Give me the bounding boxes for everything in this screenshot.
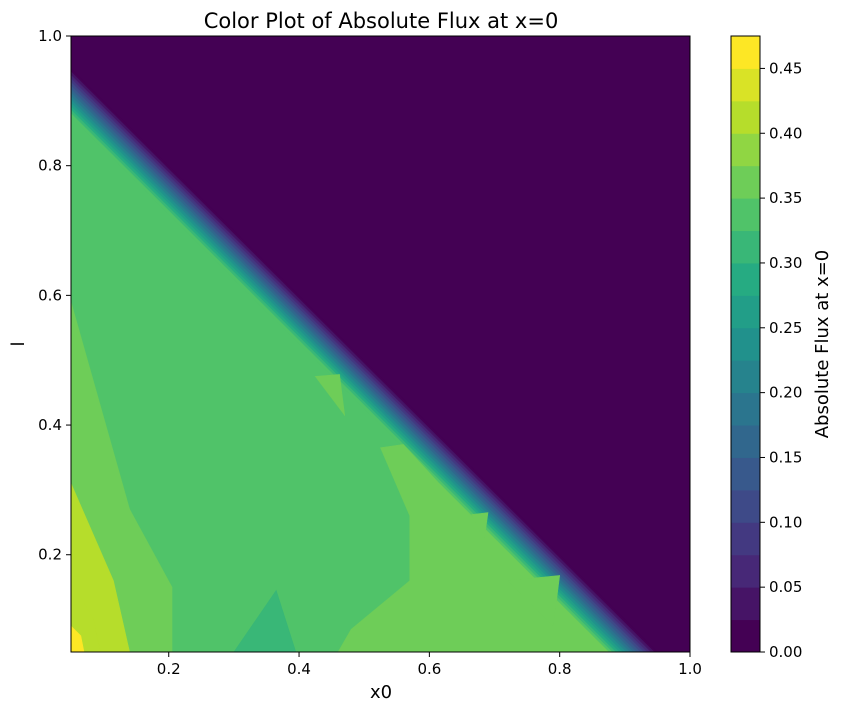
colorbar-level [731, 425, 760, 458]
colorbar-level [731, 619, 760, 653]
colorbar-level [731, 457, 760, 491]
colorbar-tick-label: 0.40 [769, 124, 802, 142]
small-triangle-lower [506, 575, 561, 627]
colorbar-tick-label: 0.15 [769, 448, 802, 466]
colorbar-tick-label: 0.25 [769, 319, 802, 337]
chart-title: Color Plot of Absolute Flux at x=0 [204, 9, 559, 33]
x-tick-label: 0.2 [157, 660, 181, 678]
x-tick-label: 1.0 [678, 660, 702, 678]
y-axis: 0.2 0.4 0.6 0.8 1.0 [38, 27, 71, 564]
colorbar-level [731, 262, 760, 296]
colorbar-axis: 0.00 0.05 0.10 0.15 0.20 0.25 0.30 0.35 0.40 0.45 [760, 59, 802, 661]
colorbar-tick-label: 0.45 [769, 59, 802, 77]
colorbar-tick-label: 0.30 [769, 254, 802, 272]
colorbar-level [731, 295, 760, 329]
colorbar-label: Absolute Flux at x=0 [812, 250, 833, 439]
colorbar-level [731, 165, 760, 199]
colorbar-tick-label: 0.35 [769, 189, 802, 207]
colorbar-frame [730, 35, 761, 653]
colorbar-level [731, 554, 760, 588]
colorbar-level [731, 327, 760, 361]
colorbar-level [731, 392, 760, 426]
colorbar-level [731, 489, 760, 523]
colorbar-level [731, 587, 760, 621]
colorbar-tick-label: 0.20 [769, 384, 802, 402]
plot-frame [70, 35, 691, 653]
x-tick-label: 0.8 [548, 660, 572, 678]
small-triangle-middle [471, 512, 489, 542]
x-tick-label: 0.6 [417, 660, 441, 678]
plot-area [70, 36, 690, 653]
colorbar-level [731, 100, 760, 134]
y-axis-label: l [8, 341, 29, 346]
colorbar-level [731, 230, 760, 264]
colorbar-level [731, 522, 760, 556]
colorbar [731, 36, 760, 653]
colorbar-level [731, 133, 760, 167]
colorbar-level [731, 68, 760, 102]
colorbar-tick-label: 0.00 [769, 643, 802, 661]
colorbar-level [731, 36, 760, 69]
y-tick-label: 1.0 [38, 27, 62, 45]
y-tick-label: 0.4 [38, 416, 62, 434]
y-tick-label: 0.8 [38, 157, 62, 175]
colorbar-level [731, 198, 760, 232]
colorbar-tick-label: 0.05 [769, 578, 802, 596]
y-tick-label: 0.6 [38, 286, 62, 304]
x-axis-label: x0 [370, 682, 392, 703]
colorbar-tick-label: 0.10 [769, 513, 802, 531]
x-axis: 0.2 0.4 0.6 0.8 1.0 [157, 652, 702, 678]
small-triangle-upper [314, 374, 346, 417]
y-tick-label: 0.2 [38, 546, 62, 564]
x-tick-label: 0.4 [287, 660, 311, 678]
colorbar-level [731, 360, 760, 394]
